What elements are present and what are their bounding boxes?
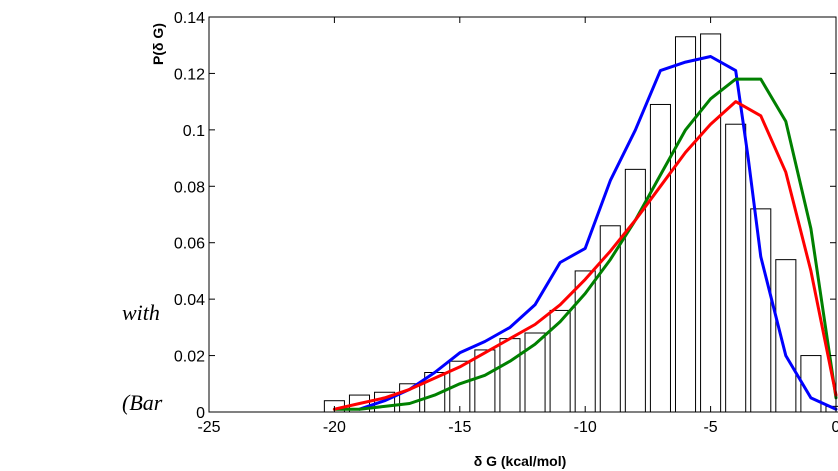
histogram-bar — [700, 33, 722, 413]
y-tick-label: 0.06 — [174, 236, 205, 253]
histogram-bar — [599, 225, 621, 413]
x-axis-label: δ G (kcal/mol) — [474, 453, 567, 469]
series-line-2 — [332, 77, 838, 411]
series-lines — [332, 55, 838, 411]
x-tick-label: -10 — [574, 419, 597, 436]
histogram-bar — [750, 208, 772, 413]
histogram-bar — [649, 103, 671, 413]
y-tick-label: 0.02 — [174, 349, 205, 366]
side-text-with: with — [122, 300, 160, 325]
axes: -25 -20 -15 -10 -5 0 0 0.02 0.04 0.06 0.08 0.1 0.12 0… — [174, 10, 838, 436]
x-tick-label: -20 — [323, 419, 346, 436]
side-text-bar: (Bar — [122, 390, 163, 415]
histogram-bar — [499, 338, 521, 413]
y-tick-label: 0.1 — [183, 123, 205, 140]
series-line-1 — [358, 55, 838, 411]
x-tick-label: -15 — [448, 419, 471, 436]
y-tick-label: 0.12 — [174, 66, 205, 83]
plot-frame — [208, 16, 837, 413]
histogram-bar — [474, 349, 496, 413]
histogram-bars — [323, 33, 838, 413]
x-tick-label: 0 — [832, 419, 838, 436]
y-tick-label: 0.04 — [174, 292, 205, 309]
y-tick-label: 0.14 — [174, 10, 205, 27]
y-tick-label: 0.08 — [174, 179, 205, 196]
histogram-bar — [549, 309, 571, 413]
x-tick-label: -25 — [197, 419, 220, 436]
histogram-bar — [725, 123, 747, 413]
x-tick-label: -5 — [703, 419, 717, 436]
histogram-bar — [775, 259, 797, 413]
series-line-3 — [332, 100, 838, 411]
y-tick-label: 0 — [196, 405, 205, 422]
y-axis-label: P(δ G) — [150, 23, 166, 65]
histogram-bar — [674, 36, 697, 413]
